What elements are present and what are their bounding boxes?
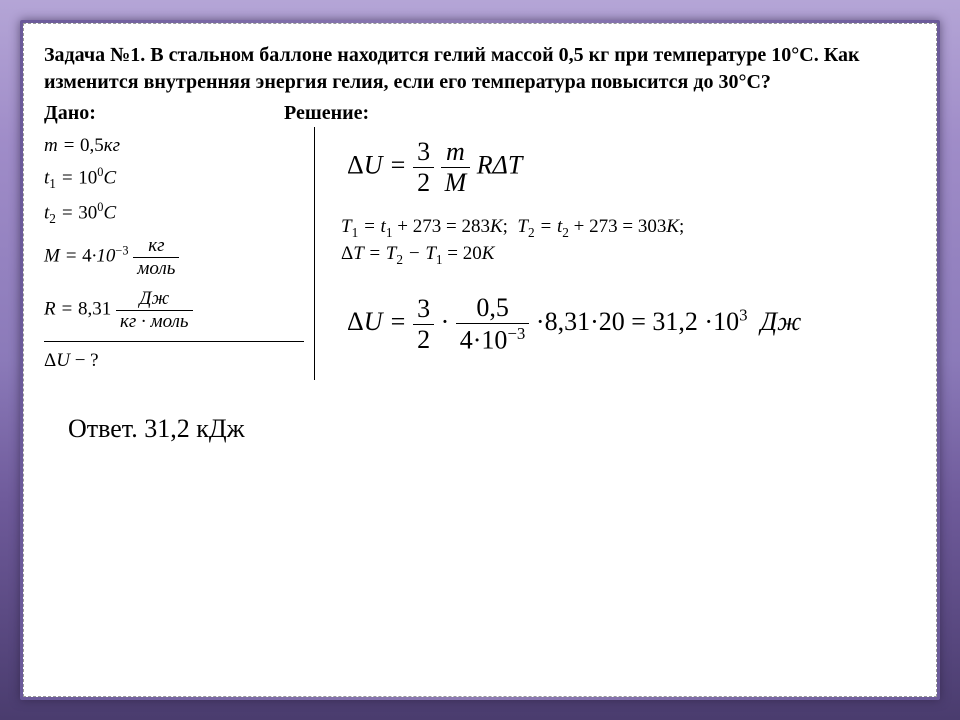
given-label: Дано: [44, 102, 279, 125]
temp-conversion-1: T1 = t1 + 273 = 283K; T2 = t2 + 273 = 30… [341, 216, 916, 241]
K2: K [666, 216, 679, 237]
given-divider [44, 341, 304, 342]
coeff-den2: 2 [413, 325, 434, 355]
R-unit-num: Дж [116, 288, 193, 311]
M-exp: −3 [115, 244, 128, 258]
dT-sub1: 1 [436, 251, 443, 266]
mass-value: 0,5 [80, 135, 104, 156]
R-value: 8,31 [78, 299, 111, 320]
given-column: m = 0,5кг t1 = 100C t2 = 300C M = 4·10−3… [44, 127, 315, 380]
solution-column: ΔU = 3 2 m M RΔT T1 = t1 + 273 = 283K; T… [315, 127, 916, 380]
t1-unit: C [103, 167, 116, 188]
formula-tail: RΔT [477, 150, 523, 179]
numeric-computation: ΔU = 3 2 · 0,5 4·10−3 ·8,31·20 = 31,2 ·1… [347, 293, 916, 355]
coeff-num2: 3 [413, 294, 434, 325]
problem-statement: Задача №1. В стальном баллоне находится … [44, 42, 916, 96]
given-t2: t2 = 300C [44, 200, 304, 227]
dT-num: 20 [599, 308, 625, 337]
dT-val: 20 [463, 243, 482, 264]
t2-value: 30 [78, 202, 97, 223]
answer-line: Ответ. 31,2 кДж [68, 414, 916, 444]
t2-sub: 2 [562, 225, 569, 240]
dT-eq: = [443, 243, 463, 264]
given-molar-mass: M = 4·10−3 кг моль [44, 235, 304, 280]
t2-unit: C [103, 202, 116, 223]
M-coeff: 4 [82, 246, 92, 267]
res-coeff: 31,2 [652, 308, 698, 337]
main-formula: ΔU = 3 2 m M RΔT [347, 137, 916, 198]
given-unknown: ΔU − ? [44, 350, 304, 372]
res-unit: Дж [761, 308, 802, 337]
T2-sub: 2 [528, 225, 535, 240]
den-exp: −3 [507, 324, 525, 343]
res-exp: 3 [739, 306, 747, 325]
coeff-den: 2 [413, 168, 434, 198]
K1: K [490, 216, 503, 237]
num-05: 0,5 [456, 293, 530, 324]
answer-value: 31,2 кДж [144, 414, 244, 443]
given-t1: t1 = 100C [44, 165, 304, 192]
plus273b: + 273 = [569, 216, 638, 237]
dT-sub2: 2 [396, 251, 403, 266]
den-4: 4 [460, 326, 473, 355]
plus273a: + 273 = [393, 216, 462, 237]
T2-val: 303 [638, 216, 667, 237]
mass-den: M [441, 168, 471, 198]
sep2: ; [679, 216, 684, 237]
section-labels: Дано: Решение: [44, 102, 916, 125]
M-unit-num: кг [133, 235, 179, 258]
solution-label: Решение: [284, 102, 369, 124]
slide-content: Задача №1. В стальном баллоне находится … [23, 23, 937, 697]
T1-val: 283 [461, 216, 490, 237]
M-unit-den: моль [133, 258, 179, 280]
mass-num: m [441, 137, 471, 168]
coeff-num: 3 [413, 137, 434, 168]
mass-unit: кг [104, 135, 120, 156]
t1-sub: 1 [386, 225, 393, 240]
given-mass: m = 0,5кг [44, 135, 304, 157]
dT-unit: K [482, 243, 495, 264]
T1-sub: 1 [352, 225, 359, 240]
answer-label: Ответ. [68, 414, 144, 443]
R-num: 8,31 [545, 308, 591, 337]
R-unit-den: кг · моль [116, 311, 193, 333]
sep1: ; [503, 216, 508, 237]
slide-frame: Задача №1. В стальном баллоне находится … [20, 20, 940, 700]
given-R: R = 8,31 Дж кг · моль [44, 288, 304, 333]
delta-T-line: ΔT = T2 − T1 = 20K [341, 243, 916, 268]
t1-value: 10 [78, 167, 97, 188]
